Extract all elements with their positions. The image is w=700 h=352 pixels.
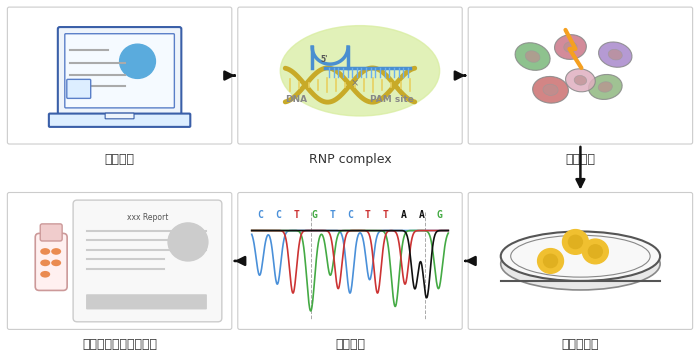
Text: ×: ×: [351, 78, 359, 88]
Ellipse shape: [51, 248, 61, 255]
Text: 单克隆形成: 单克隆形成: [561, 338, 599, 351]
Text: 5': 5': [320, 55, 328, 64]
Ellipse shape: [533, 76, 568, 103]
FancyBboxPatch shape: [8, 7, 232, 144]
FancyBboxPatch shape: [468, 7, 692, 144]
Text: A: A: [419, 210, 424, 220]
Circle shape: [538, 249, 564, 273]
Circle shape: [544, 254, 557, 268]
Ellipse shape: [554, 34, 587, 59]
Ellipse shape: [280, 26, 440, 116]
Ellipse shape: [525, 51, 540, 62]
Ellipse shape: [598, 82, 612, 92]
Text: 质检冻存（提供报告）: 质检冻存（提供报告）: [82, 338, 157, 351]
Ellipse shape: [500, 238, 660, 290]
Text: T: T: [293, 210, 300, 220]
Text: C: C: [276, 210, 281, 220]
Circle shape: [120, 44, 155, 78]
Ellipse shape: [40, 259, 50, 266]
FancyBboxPatch shape: [86, 294, 207, 309]
FancyBboxPatch shape: [49, 114, 190, 127]
FancyBboxPatch shape: [8, 193, 232, 329]
Text: 测序验证: 测序验证: [335, 338, 365, 351]
Text: T: T: [383, 210, 389, 220]
Text: RNP complex: RNP complex: [309, 152, 391, 165]
Text: C: C: [347, 210, 353, 220]
Text: T: T: [365, 210, 371, 220]
Circle shape: [563, 230, 589, 254]
FancyBboxPatch shape: [73, 200, 222, 322]
Ellipse shape: [566, 69, 595, 92]
FancyBboxPatch shape: [238, 193, 462, 329]
Ellipse shape: [500, 232, 660, 281]
Circle shape: [168, 223, 208, 261]
Ellipse shape: [51, 259, 61, 266]
Ellipse shape: [574, 75, 587, 85]
Ellipse shape: [40, 271, 50, 278]
FancyBboxPatch shape: [468, 193, 692, 329]
Circle shape: [589, 245, 602, 258]
FancyBboxPatch shape: [65, 34, 174, 108]
Text: A: A: [400, 210, 407, 220]
FancyBboxPatch shape: [105, 113, 134, 119]
FancyBboxPatch shape: [35, 233, 67, 290]
Ellipse shape: [598, 42, 632, 67]
FancyBboxPatch shape: [58, 27, 181, 114]
Circle shape: [582, 239, 608, 264]
Text: DNA: DNA: [286, 95, 307, 104]
Text: T: T: [329, 210, 335, 220]
Ellipse shape: [589, 75, 622, 100]
Text: 细胞转染: 细胞转染: [566, 152, 596, 165]
Ellipse shape: [608, 49, 622, 60]
FancyBboxPatch shape: [66, 79, 91, 98]
Text: C: C: [258, 210, 264, 220]
Text: 设计方案: 设计方案: [104, 152, 134, 165]
Ellipse shape: [564, 42, 577, 52]
Text: G: G: [312, 210, 317, 220]
FancyBboxPatch shape: [238, 7, 462, 144]
Text: xxx Report: xxx Report: [127, 213, 168, 222]
Ellipse shape: [40, 248, 50, 255]
Ellipse shape: [515, 43, 550, 70]
FancyBboxPatch shape: [40, 224, 62, 241]
Text: PAM site: PAM site: [370, 95, 414, 104]
Circle shape: [568, 235, 582, 249]
Text: G: G: [436, 210, 442, 220]
Ellipse shape: [543, 84, 558, 95]
